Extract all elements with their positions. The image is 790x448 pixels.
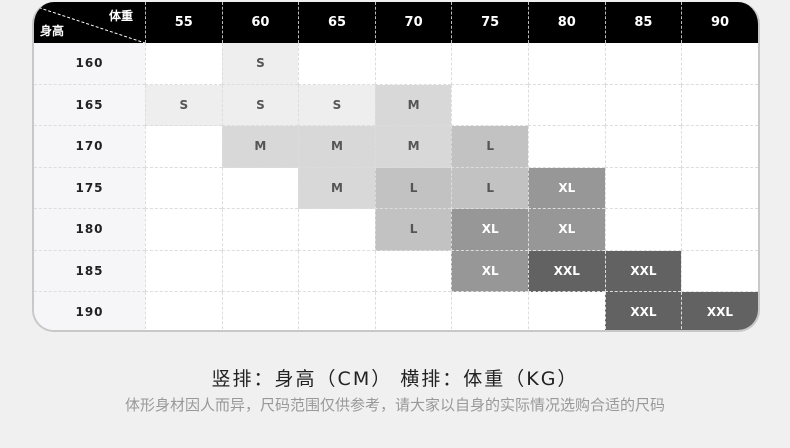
size-cell <box>604 43 682 85</box>
size-cell: XL <box>528 167 605 209</box>
size-cell <box>681 126 758 168</box>
height-label: 185 <box>34 250 145 292</box>
weight-header: 75 <box>451 2 528 43</box>
size-cell: L <box>451 126 528 168</box>
weight-header: 70 <box>374 2 452 43</box>
size-cell <box>681 84 758 126</box>
size-cell: XL <box>451 209 528 251</box>
size-cell <box>604 167 682 209</box>
size-cell <box>298 292 375 330</box>
size-cell <box>604 209 682 251</box>
size-cell: L <box>374 209 452 251</box>
size-cell: XXL <box>681 292 758 330</box>
table-row: 170 M M M L <box>34 126 758 168</box>
size-cell <box>145 167 222 209</box>
height-label: 160 <box>34 43 145 85</box>
table-header: 体重 身高 55 60 65 70 75 80 85 90 <box>34 2 758 43</box>
disclaimer: 体形身材因人而异，尺码范围仅供参考，请大家以自身的实际情况选购合适的尺码 <box>124 396 665 414</box>
size-cell: S <box>221 43 299 85</box>
size-cell: M <box>374 126 452 168</box>
size-cell: S <box>298 84 375 126</box>
size-cell <box>145 292 222 330</box>
weight-axis-label: 体重 <box>108 9 133 23</box>
size-cell <box>298 209 375 251</box>
size-cell <box>298 250 375 292</box>
size-cell <box>298 43 375 85</box>
size-cell: M <box>298 126 375 168</box>
size-cell: XXL <box>604 292 682 330</box>
weight-header: 55 <box>145 2 222 43</box>
size-cell <box>604 84 682 126</box>
size-cell <box>528 292 605 330</box>
table-row: 165 S S S M <box>34 84 758 126</box>
size-cell <box>681 43 758 85</box>
size-cell: XL <box>451 250 528 292</box>
size-cell <box>374 250 452 292</box>
size-cell <box>451 84 528 126</box>
size-cell: M <box>221 126 299 168</box>
weight-header: 60 <box>221 2 299 43</box>
height-label: 170 <box>34 126 145 168</box>
size-cell <box>145 209 222 251</box>
size-cell: L <box>374 167 452 209</box>
size-cell: S <box>145 84 222 126</box>
height-label: 190 <box>34 292 145 330</box>
weight-header: 85 <box>604 2 682 43</box>
weight-header: 65 <box>298 2 375 43</box>
size-cell <box>374 292 452 330</box>
size-cell <box>145 126 222 168</box>
corner-cell: 体重 身高 <box>34 2 145 43</box>
size-cell: M <box>374 84 452 126</box>
table-row: 180 L XL XL <box>34 209 758 251</box>
size-chart-table: 体重 身高 55 60 65 70 75 80 85 90 160 S 165 S S S M 170 M M M… <box>32 2 760 332</box>
diagonal-divider <box>34 5 145 43</box>
size-cell <box>528 126 605 168</box>
size-cell <box>451 43 528 85</box>
size-cell: XL <box>528 209 605 251</box>
size-cell <box>221 292 299 330</box>
height-axis-label: 身高 <box>40 24 65 38</box>
axis-note: 竖排：身高（CM） 横排：体重（KG） <box>211 368 579 390</box>
size-cell <box>528 84 605 126</box>
size-cell <box>221 209 299 251</box>
size-cell <box>221 250 299 292</box>
table-row: 175 M L L XL <box>34 167 758 209</box>
table-row: 160 S <box>34 43 758 85</box>
size-cell <box>145 250 222 292</box>
height-label: 180 <box>34 209 145 251</box>
table-row: 185 XL XXL XXL <box>34 250 758 292</box>
size-cell: XXL <box>604 250 682 292</box>
size-cell <box>528 43 605 85</box>
height-label: 165 <box>34 84 145 126</box>
size-cell: L <box>451 167 528 209</box>
size-cell <box>451 292 528 330</box>
size-cell: S <box>221 84 299 126</box>
weight-header: 90 <box>681 2 758 43</box>
size-cell <box>681 250 758 292</box>
size-cell <box>145 43 222 85</box>
size-cell <box>681 209 758 251</box>
size-cell <box>604 126 682 168</box>
weight-header: 80 <box>528 2 605 43</box>
size-cell <box>374 43 452 85</box>
size-cell: M <box>298 167 375 209</box>
size-cell: XXL <box>528 250 605 292</box>
size-cell <box>681 167 758 209</box>
table-row: 190 XXL XXL <box>34 292 758 330</box>
size-cell <box>221 167 299 209</box>
height-label: 175 <box>34 167 145 209</box>
